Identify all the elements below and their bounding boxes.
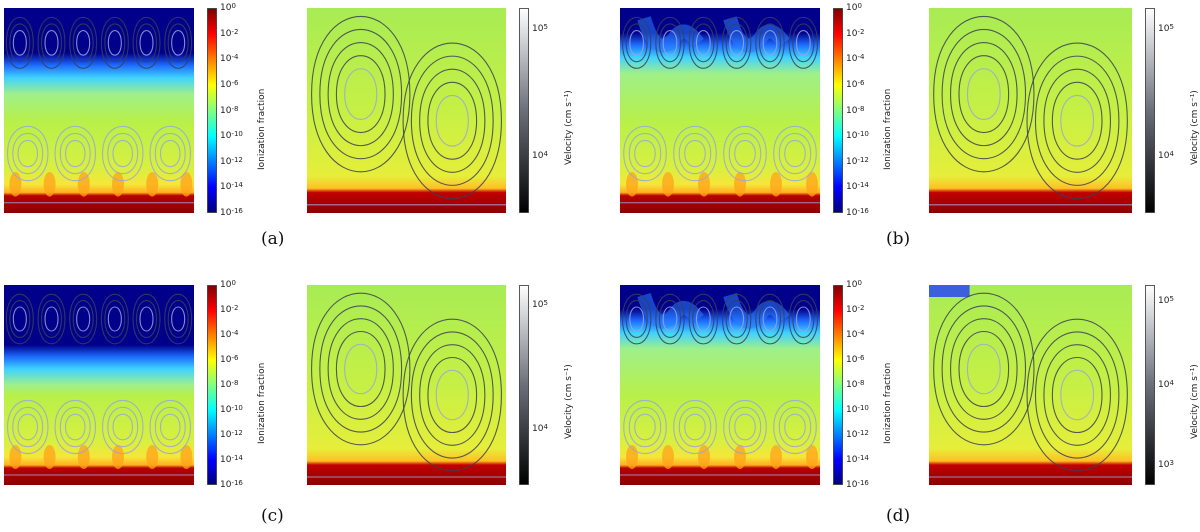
- velocity-colorbar-label: Velocity (cm s⁻¹): [1190, 364, 1200, 439]
- ionization-tick: 10-6: [846, 78, 865, 90]
- ionization-tick: 10-12: [220, 155, 243, 167]
- ionization-tick: 10-12: [220, 429, 243, 440]
- ionization-tick: 100: [220, 2, 236, 13]
- velocity-map-c: [307, 285, 506, 485]
- ionization-map-c: [4, 285, 194, 485]
- ionization-tick: 10-16: [846, 207, 869, 218]
- ionization-tick: 10-16: [220, 207, 243, 218]
- ionization-colorbar-label: Ionization fraction: [883, 88, 893, 170]
- ionization-tick: 10-16: [846, 479, 869, 490]
- ionization-field: [4, 8, 194, 213]
- panel-label-c: (c): [261, 506, 284, 526]
- velocity-colorbar-d: [1145, 285, 1155, 485]
- velocity-tick: 104: [532, 423, 548, 434]
- ionization-tick: 10-12: [846, 155, 869, 167]
- ionization-map-d: [620, 285, 820, 485]
- velocity-tick: 104: [1158, 379, 1174, 390]
- velocity-tick: 104: [532, 149, 548, 161]
- ionization-tick: 10-10: [220, 130, 243, 142]
- ionization-tick: 10-6: [846, 354, 865, 365]
- ionization-tick: 10-14: [220, 181, 243, 193]
- ionization-tick: 10-8: [220, 379, 239, 390]
- ionization-tick: 10-12: [846, 429, 869, 440]
- ionization-tick: 10-2: [220, 304, 239, 315]
- ionization-tick: 100: [846, 279, 862, 290]
- velocity-colorbar-label: Velocity (cm s⁻¹): [564, 89, 574, 165]
- ionization-colorbar-label: Ionization fraction: [257, 362, 267, 444]
- ionization-colorbar-c: [207, 285, 217, 485]
- ionization-colorbar-a: [207, 8, 217, 213]
- ionization-colorbar-label: Ionization fraction: [257, 88, 267, 170]
- ionization-tick: 10-8: [846, 379, 865, 390]
- velocity-colorbar-a: [519, 8, 529, 213]
- velocity-tick: 105: [1158, 295, 1174, 306]
- ionization-tick: 10-8: [846, 104, 865, 116]
- ionization-tick: 10-10: [220, 404, 243, 415]
- ionization-field: [4, 285, 194, 485]
- ionization-colorbar-label: Ionization fraction: [883, 362, 893, 444]
- velocity-map-d: [929, 285, 1132, 485]
- velocity-colorbar-b: [1145, 8, 1155, 213]
- panel-label-a: (a): [261, 229, 285, 249]
- ionization-colorbar-b: [833, 8, 843, 213]
- ionization-tick: 10-6: [220, 78, 239, 90]
- ionization-tick: 100: [846, 2, 862, 13]
- velocity-tick: 105: [1158, 22, 1174, 34]
- ionization-map-a: [4, 8, 194, 213]
- ionization-map-b: [620, 8, 820, 213]
- ionization-tick: 10-16: [220, 479, 243, 490]
- velocity-tick: 104: [1158, 149, 1174, 161]
- ionization-tick: 10-14: [220, 454, 243, 465]
- ionization-tick: 10-14: [846, 181, 869, 193]
- ionization-tick: 10-2: [846, 304, 865, 315]
- ionization-colorbar-d: [833, 285, 843, 485]
- velocity-tick: 103: [1158, 459, 1174, 470]
- velocity-colorbar-label: Velocity (cm s⁻¹): [564, 364, 574, 439]
- velocity-map-b: [929, 8, 1132, 213]
- panel-label-d: (d): [886, 506, 911, 526]
- ionization-tick: 10-4: [220, 53, 239, 65]
- velocity-colorbar-label: Velocity (cm s⁻¹): [1190, 89, 1200, 165]
- ionization-tick: 10-14: [846, 454, 869, 465]
- velocity-map-a: [307, 8, 506, 213]
- panel-label-b: (b): [886, 229, 911, 249]
- ionization-tick: 10-4: [846, 53, 865, 65]
- ionization-tick: 10-8: [220, 104, 239, 116]
- ionization-tick: 10-2: [846, 27, 865, 39]
- ionization-tick: 100: [220, 279, 236, 290]
- velocity-colorbar-c: [519, 285, 529, 485]
- ionization-tick: 10-4: [846, 329, 865, 340]
- velocity-tick: 105: [532, 22, 548, 34]
- ionization-tick: 10-10: [846, 130, 869, 142]
- ionization-tick: 10-2: [220, 27, 239, 39]
- ionization-tick: 10-6: [220, 354, 239, 365]
- ionization-tick: 10-10: [846, 404, 869, 415]
- ionization-tick: 10-4: [220, 329, 239, 340]
- velocity-tick: 105: [532, 299, 548, 310]
